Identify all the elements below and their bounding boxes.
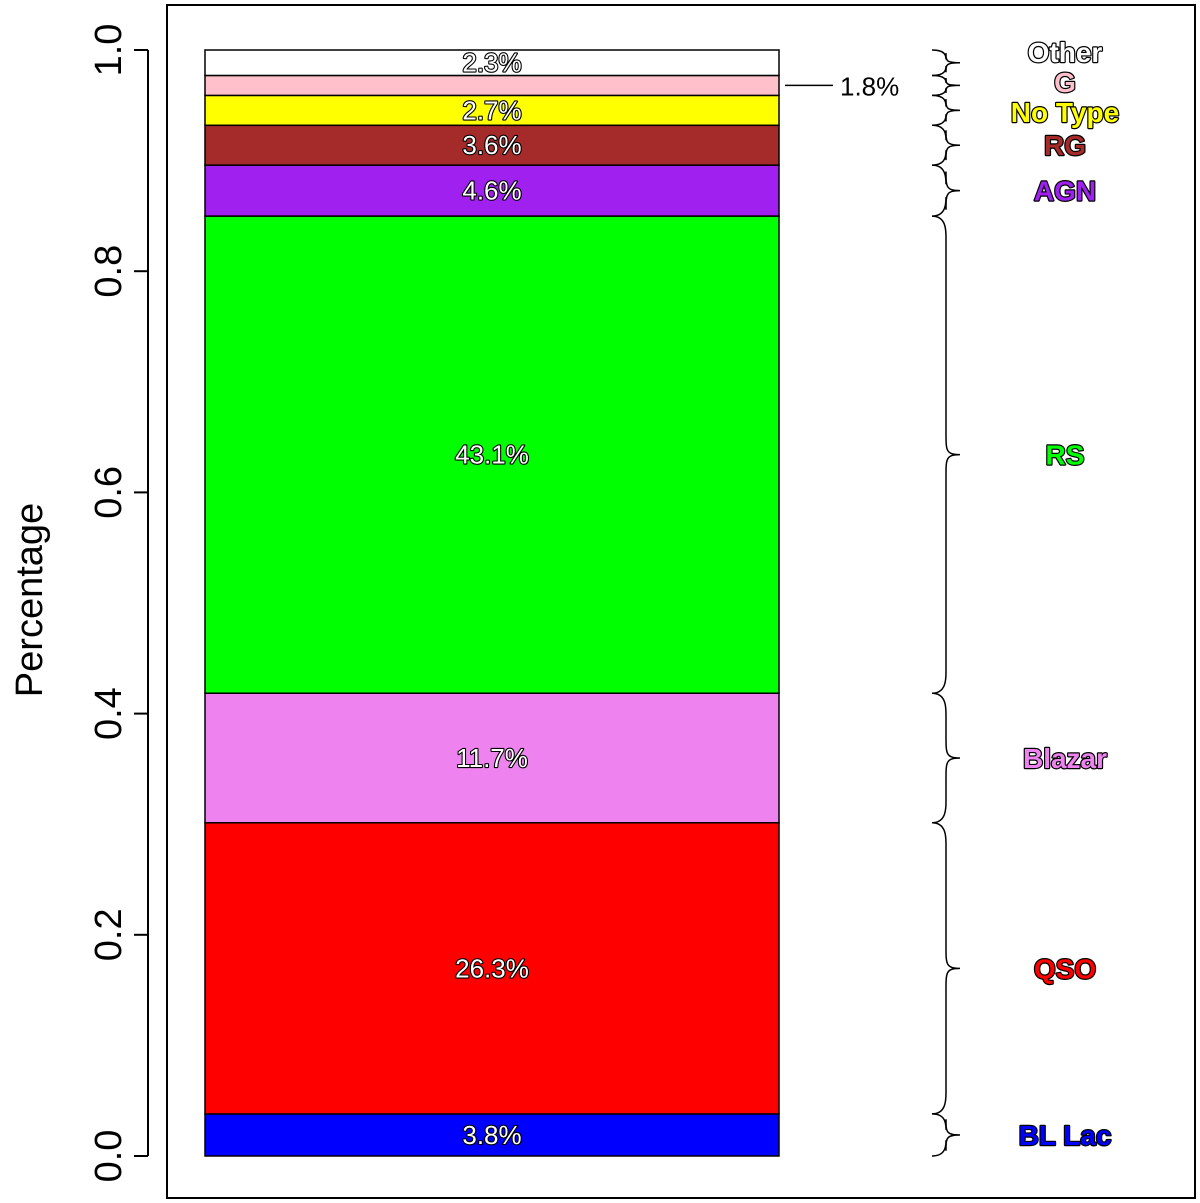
- category-label-other: Other: [1028, 37, 1103, 68]
- segment-label-other: 2.3%: [462, 48, 521, 78]
- segment-label-blazar: 11.7%: [456, 743, 528, 773]
- y-tick-label: 0.6: [88, 466, 130, 519]
- category-label-qso: QSO: [1034, 953, 1096, 984]
- brace-qso: [931, 822, 961, 1115]
- segment-label-g: 1.8%: [840, 71, 899, 101]
- segment-label-rg: 3.6%: [462, 130, 521, 160]
- category-label-g: G: [1054, 67, 1076, 98]
- y-tick-label: 0.0: [88, 1130, 130, 1183]
- segment-label-qso: 26.3%: [455, 953, 529, 983]
- brace-agn: [931, 164, 961, 217]
- segment-label-bl-lac: 3.8%: [462, 1120, 521, 1150]
- bar-segment-g: [204, 74, 780, 97]
- segment-label-rs: 43.1%: [455, 440, 529, 470]
- y-tick-label: 0.4: [88, 687, 130, 740]
- bar-segment-qso: [204, 822, 780, 1115]
- y-axis: 0.0 0.2 0.4 0.6 0.8 1.0: [88, 24, 149, 1183]
- bar-segment-agn: [204, 164, 780, 217]
- category-label-no-type: No Type: [1011, 97, 1119, 128]
- brace-rs: [931, 215, 961, 694]
- category-label-blazar: Blazar: [1023, 743, 1107, 774]
- brace-blazar: [931, 692, 961, 824]
- bar-segments: [204, 49, 780, 1157]
- brace-g: [931, 74, 961, 97]
- y-tick-label: 0.8: [88, 245, 130, 298]
- segment-label-no-type: 2.7%: [462, 95, 521, 125]
- category-label-agn: AGN: [1034, 176, 1096, 207]
- y-tick-label: 1.0: [88, 24, 130, 77]
- category-label-rg: RG: [1044, 130, 1086, 161]
- y-tick-label: 0.2: [88, 908, 130, 961]
- bar-segment-bl-lac: [204, 1113, 780, 1157]
- category-braces: [931, 49, 961, 1157]
- segment-value-labels: 3.8% 26.3% 11.7% 43.1% 4.6% 3.6% 2.7% 1.8% 2.3%: [454, 47, 899, 1151]
- brace-rg: [931, 124, 961, 166]
- brace-other: [931, 49, 961, 77]
- bar-segment-no-type: [204, 94, 780, 127]
- bar-segment-rg: [204, 124, 780, 166]
- segment-label-agn: 4.6%: [462, 176, 521, 206]
- brace-no-type: [931, 94, 961, 127]
- brace-bl-lac: [931, 1113, 961, 1157]
- bar-segment-rs: [204, 215, 780, 694]
- category-label-rs: RS: [1046, 440, 1085, 471]
- bar-segment-blazar: [204, 692, 780, 824]
- category-label-bl-lac: BL Lac: [1019, 1120, 1112, 1151]
- y-axis-label: Percentage: [9, 503, 51, 697]
- plot-frame: [166, 4, 1196, 1199]
- bar-segment-other: [204, 49, 780, 77]
